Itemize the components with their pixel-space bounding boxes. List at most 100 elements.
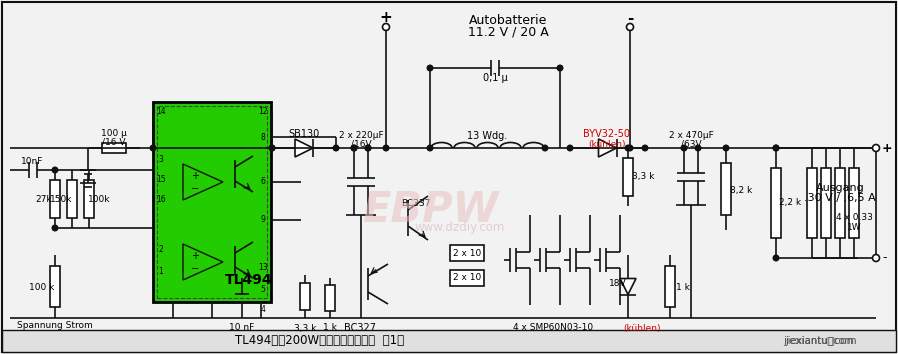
Bar bbox=[300, 283, 310, 310]
Circle shape bbox=[723, 145, 729, 151]
Bar bbox=[157, 106, 267, 298]
Text: 100 μ: 100 μ bbox=[101, 130, 127, 138]
Text: (kühlen): (kühlen) bbox=[588, 139, 626, 148]
Circle shape bbox=[52, 167, 57, 173]
Text: BC337: BC337 bbox=[401, 200, 431, 209]
Bar bbox=[450, 270, 484, 286]
Circle shape bbox=[873, 144, 879, 152]
Text: 2 x 10: 2 x 10 bbox=[453, 249, 481, 257]
Bar bbox=[325, 285, 335, 311]
Text: 4: 4 bbox=[260, 306, 266, 314]
Bar bbox=[821, 168, 831, 238]
Text: 8: 8 bbox=[260, 132, 266, 142]
Text: 16: 16 bbox=[156, 195, 166, 205]
Text: BC327: BC327 bbox=[344, 323, 376, 333]
Bar bbox=[50, 266, 60, 307]
Text: 1W: 1W bbox=[847, 223, 861, 233]
Circle shape bbox=[773, 255, 779, 261]
Bar bbox=[153, 102, 271, 302]
Text: 9: 9 bbox=[260, 216, 266, 224]
Bar bbox=[84, 181, 94, 218]
Circle shape bbox=[627, 145, 633, 151]
Text: Spannung Strom: Spannung Strom bbox=[17, 320, 92, 330]
Circle shape bbox=[682, 145, 687, 151]
Text: TL494制作200W升压变换器电路图  第1张: TL494制作200W升压变换器电路图 第1张 bbox=[235, 335, 405, 348]
Bar bbox=[623, 159, 633, 195]
Polygon shape bbox=[183, 164, 223, 200]
Circle shape bbox=[52, 225, 57, 231]
Circle shape bbox=[627, 23, 633, 30]
Bar bbox=[849, 168, 859, 238]
Circle shape bbox=[150, 145, 155, 151]
Text: 10nF: 10nF bbox=[21, 158, 43, 166]
Circle shape bbox=[365, 145, 371, 151]
Text: 6: 6 bbox=[260, 177, 266, 187]
Text: 0,1 μ: 0,1 μ bbox=[482, 73, 507, 83]
Text: 1 k: 1 k bbox=[676, 282, 690, 291]
Text: 2: 2 bbox=[159, 246, 163, 255]
Text: 12: 12 bbox=[259, 108, 268, 116]
Circle shape bbox=[333, 145, 339, 151]
Text: 2 x 220μF: 2 x 220μF bbox=[339, 131, 383, 141]
Text: Autobatterie: Autobatterie bbox=[469, 13, 547, 27]
Polygon shape bbox=[598, 139, 617, 157]
Text: 13 Wdg.: 13 Wdg. bbox=[467, 131, 507, 141]
Text: +: + bbox=[882, 142, 893, 154]
Circle shape bbox=[269, 145, 275, 151]
Text: 3,3 k: 3,3 k bbox=[294, 324, 316, 332]
Text: +: + bbox=[191, 171, 199, 181]
Circle shape bbox=[383, 145, 389, 151]
Text: EBPW: EBPW bbox=[362, 189, 498, 231]
Text: 11.2 V / 20 A: 11.2 V / 20 A bbox=[468, 25, 549, 39]
Circle shape bbox=[873, 255, 879, 262]
Circle shape bbox=[557, 65, 563, 71]
Text: 5: 5 bbox=[260, 285, 266, 295]
Text: jiexiantu．com: jiexiantu．com bbox=[783, 336, 857, 346]
Bar bbox=[721, 163, 731, 215]
Text: 18V: 18V bbox=[609, 279, 627, 287]
Text: /16 V: /16 V bbox=[102, 137, 126, 147]
Circle shape bbox=[542, 145, 548, 151]
Text: 1: 1 bbox=[159, 268, 163, 276]
Text: /16V: /16V bbox=[351, 139, 371, 148]
Circle shape bbox=[351, 145, 357, 151]
Text: SB130: SB130 bbox=[288, 129, 320, 139]
Text: Ausgang: Ausgang bbox=[815, 183, 865, 193]
Text: +: + bbox=[380, 11, 392, 25]
Text: 2 x 470μF: 2 x 470μF bbox=[669, 131, 713, 141]
Circle shape bbox=[427, 145, 433, 151]
Circle shape bbox=[427, 65, 433, 71]
Text: 3,3 k: 3,3 k bbox=[632, 172, 654, 182]
Bar bbox=[665, 266, 675, 307]
Text: 100k: 100k bbox=[88, 194, 110, 204]
Bar bbox=[2, 330, 896, 352]
Circle shape bbox=[351, 145, 357, 151]
Bar bbox=[771, 168, 781, 238]
Text: TL494: TL494 bbox=[225, 273, 273, 287]
Text: 3: 3 bbox=[159, 155, 163, 165]
Circle shape bbox=[269, 145, 275, 151]
Text: 150k: 150k bbox=[49, 194, 72, 204]
Bar bbox=[835, 168, 845, 238]
Text: 8,2 k: 8,2 k bbox=[730, 185, 753, 194]
Text: −: − bbox=[191, 264, 199, 274]
Polygon shape bbox=[620, 279, 636, 295]
Text: -: - bbox=[627, 11, 633, 25]
Text: 1 k: 1 k bbox=[323, 324, 337, 332]
Text: /63V: /63V bbox=[681, 139, 701, 148]
Text: 100 k: 100 k bbox=[30, 282, 55, 291]
Text: 15: 15 bbox=[156, 176, 166, 184]
Circle shape bbox=[365, 145, 371, 151]
Circle shape bbox=[383, 23, 390, 30]
Bar bbox=[50, 181, 60, 218]
Circle shape bbox=[695, 145, 700, 151]
Circle shape bbox=[625, 145, 630, 151]
Text: 13: 13 bbox=[259, 263, 268, 272]
Text: 10 nF: 10 nF bbox=[229, 324, 255, 332]
Circle shape bbox=[568, 145, 573, 151]
Text: BYV32-50: BYV32-50 bbox=[584, 129, 630, 139]
Text: −: − bbox=[191, 184, 199, 194]
Polygon shape bbox=[183, 244, 223, 280]
Text: -: - bbox=[882, 251, 886, 264]
Text: 2 x 10: 2 x 10 bbox=[453, 274, 481, 282]
